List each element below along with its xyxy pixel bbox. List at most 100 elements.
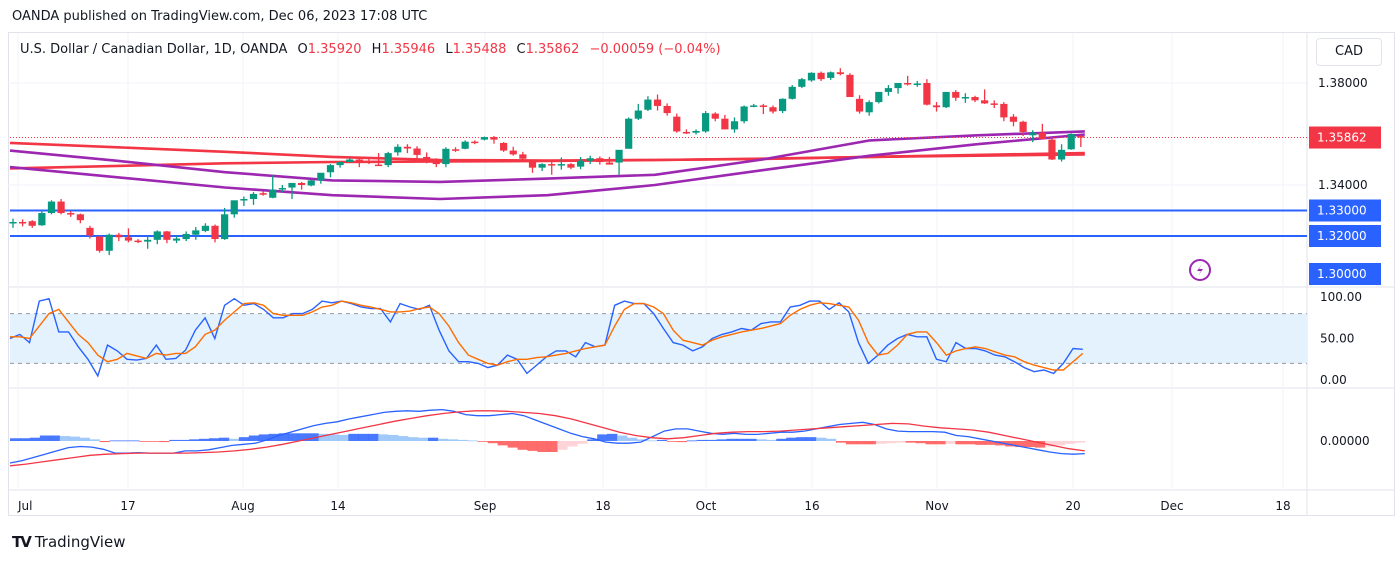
macd-histogram-bar: [577, 441, 588, 444]
candle-body: [807, 72, 816, 81]
candle: [76, 213, 84, 224]
macd-histogram-bar: [955, 441, 966, 445]
candle-body: [884, 88, 893, 92]
candle: [1038, 123, 1046, 140]
lightning-alert-icon[interactable]: [1189, 259, 1211, 281]
candle: [346, 157, 354, 163]
candle: [163, 230, 171, 244]
candle: [634, 103, 642, 120]
macd-histogram-bar: [527, 441, 538, 451]
candle-body: [307, 180, 315, 186]
price-level-tag: [1309, 199, 1381, 222]
candle: [548, 162, 556, 175]
candle-body: [836, 72, 844, 75]
candle: [211, 224, 219, 243]
candle-body: [57, 201, 65, 214]
candle-body: [47, 201, 56, 214]
candle-body: [442, 148, 450, 165]
macd-histogram-bar: [228, 438, 240, 441]
candle-body: [663, 105, 671, 114]
macd-histogram-bar: [427, 437, 439, 441]
candle-body: [798, 79, 806, 87]
candle-body: [432, 160, 440, 165]
macd-histogram-bar: [19, 438, 31, 441]
candle: [576, 156, 585, 170]
candle-body: [240, 199, 248, 201]
published-caption: OANDA published on TradingView.com, Dec …: [12, 9, 428, 24]
candle: [365, 157, 373, 165]
candle-body: [519, 154, 527, 159]
candle: [201, 223, 209, 233]
candle: [461, 140, 469, 150]
candle: [230, 200, 238, 218]
macd-histogram-bar: [368, 433, 379, 441]
candle: [57, 199, 65, 215]
candle-body: [355, 159, 363, 162]
macd-histogram-bar: [676, 441, 688, 443]
candle: [1029, 130, 1037, 143]
candle-body: [730, 121, 739, 130]
candle: [67, 211, 75, 217]
candle-body: [317, 172, 325, 181]
candle: [249, 192, 258, 205]
price-level-tag: [1309, 225, 1381, 247]
candle-body: [413, 148, 421, 155]
candle-body: [605, 162, 614, 165]
candle-body: [990, 103, 998, 105]
x-tick-label: Oct: [696, 499, 717, 513]
moving-average-line: [9, 133, 1085, 201]
candle-body: [942, 91, 950, 108]
macd-histogram-bar: [925, 441, 936, 445]
candle: [971, 95, 979, 103]
candle: [779, 98, 787, 114]
macd-histogram-bar: [338, 434, 349, 441]
candle: [509, 146, 517, 156]
candle: [86, 225, 94, 239]
candle: [192, 227, 200, 240]
candle: [673, 113, 681, 133]
candle: [836, 68, 844, 76]
x-tick-label: 20: [1065, 499, 1080, 513]
moving-average-line: [9, 141, 1085, 162]
candle: [855, 95, 864, 114]
candle: [307, 179, 315, 187]
current-price-tag: [1309, 126, 1381, 149]
candle-body: [394, 146, 402, 153]
candle-body: [827, 72, 835, 78]
candle: [923, 79, 931, 106]
candle-body: [1038, 132, 1046, 140]
candle-body: [230, 200, 238, 215]
price-level-tag: [1309, 263, 1381, 285]
macd-histogram-bar: [159, 441, 170, 443]
candle: [1048, 138, 1056, 161]
macd-histogram-bar: [816, 437, 827, 441]
currency-button[interactable]: CAD: [1316, 38, 1382, 66]
x-tick-label: Aug: [231, 499, 254, 513]
symbol-legend: U.S. Dollar / Canadian Dollar, 1D, OANDA…: [20, 42, 721, 57]
moving-average-line: [9, 151, 1085, 170]
macd-histogram-bar: [258, 434, 270, 441]
candle: [625, 117, 633, 149]
macd-histogram-bar: [766, 439, 777, 441]
macd-histogram-bar: [139, 441, 150, 442]
candle: [28, 220, 36, 228]
candle: [19, 219, 27, 227]
low-label: L: [445, 42, 453, 57]
macd-histogram-bar: [1054, 441, 1066, 446]
high-value: 1.35946: [381, 42, 436, 57]
macd-histogram-bar: [318, 433, 329, 441]
candle-body: [105, 234, 113, 251]
candle-body: [615, 149, 623, 163]
candle: [288, 182, 296, 200]
x-tick-label: Jul: [17, 499, 32, 513]
candle-body: [346, 159, 354, 163]
candle-body: [1057, 149, 1066, 160]
macd-histogram-bar: [696, 439, 707, 441]
candle-body: [855, 98, 864, 112]
candle: [711, 112, 719, 122]
macd-histogram-bar: [607, 433, 618, 441]
candle: [692, 129, 700, 135]
candle-body: [817, 72, 825, 80]
candle-body: [759, 105, 767, 107]
